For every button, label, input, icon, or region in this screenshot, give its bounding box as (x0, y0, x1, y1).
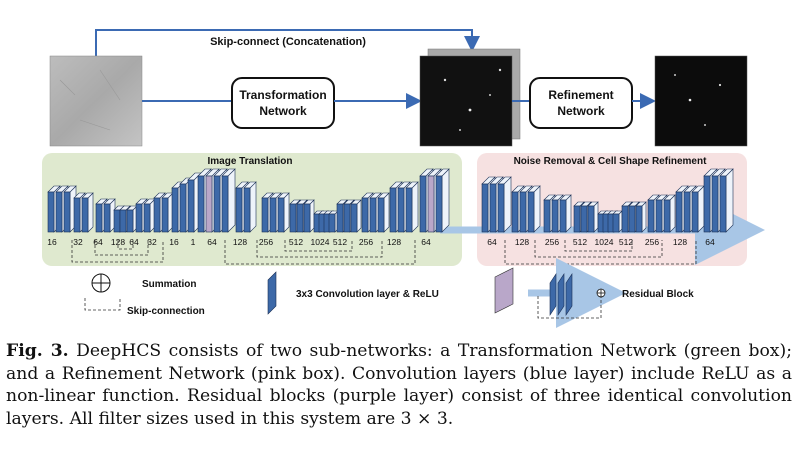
conv-layer (612, 210, 623, 233)
refinement-channel-labels: 64 128 256 512 1024 512 256 128 64 (487, 237, 715, 247)
conv-layer (405, 181, 419, 233)
residual-skip-line (537, 296, 602, 319)
conv-layer (126, 205, 138, 233)
channel-label: 128 (673, 237, 687, 247)
channel-label: 128 (233, 237, 247, 247)
conv-layer (527, 185, 541, 233)
channel-label: 64 (421, 237, 431, 247)
conv-layer (328, 210, 339, 233)
refinement-network-box (529, 77, 633, 129)
legend-skip-connection: Skip-connection (127, 306, 205, 317)
conv-layer (81, 192, 94, 233)
transformation-network-label-2: Network (259, 104, 307, 118)
conv-layer (497, 176, 512, 233)
channel-label: 512 (573, 237, 587, 247)
channel-label: 256 (259, 237, 273, 247)
conv-layer (587, 201, 599, 233)
channel-label: 256 (545, 237, 559, 247)
skip-connect-label: Skip-connect (Concatenation) (210, 36, 366, 48)
conv-layer (103, 198, 116, 233)
skip-connect-arrow (95, 29, 480, 57)
channel-label: 1 (191, 237, 196, 247)
input-image (49, 55, 143, 147)
legend-summation: Summation (142, 279, 196, 290)
channel-label: 64 (705, 237, 715, 247)
network-diagram: Skip-connect (Concatenation) Transformat… (42, 29, 765, 328)
noise-removal-box (477, 153, 747, 266)
conv-layer (143, 198, 156, 233)
noise-removal-title: Noise Removal & Cell Shape Refinement (514, 156, 708, 167)
conv-layer-icon (267, 271, 277, 315)
conv-layer (559, 194, 572, 233)
transformation-network-box (231, 77, 335, 129)
channel-label: 128 (387, 237, 401, 247)
conv-layer (691, 185, 705, 233)
legend-residual-block: Residual Block (622, 289, 694, 300)
caption-text: DeepHCS consists of two sub-networks: a … (6, 341, 792, 429)
refinement-layers (481, 168, 734, 233)
channel-label: 256 (645, 237, 659, 247)
channel-label: 16 (47, 237, 57, 247)
channel-label: 1024 (595, 237, 614, 247)
conv-layer (635, 201, 647, 233)
channel-label: 256 (359, 237, 373, 247)
residual-layer-icon (494, 267, 514, 314)
channel-label: 512 (289, 237, 303, 247)
channel-label: 64 (129, 237, 139, 247)
conv-layer (221, 168, 236, 233)
conv-layer (350, 199, 362, 233)
conv-layer (303, 199, 315, 233)
caption-label: Fig. 3. (6, 341, 69, 361)
channel-label: 32 (147, 237, 157, 247)
channel-label: 64 (93, 237, 103, 247)
figure-caption: Fig. 3. DeepHCS consists of two sub-netw… (6, 340, 792, 430)
translation-layers (47, 168, 450, 233)
channel-label: 512 (333, 237, 347, 247)
residual-block-layers (549, 273, 573, 316)
channel-label: 128 (515, 237, 529, 247)
conv-layer (663, 194, 676, 233)
refinement-network-label-2: Network (557, 104, 605, 118)
channel-label: 32 (73, 237, 83, 247)
translation-skip-lines (71, 240, 416, 265)
conv-layer (277, 192, 290, 233)
translated-image (419, 55, 513, 147)
channel-label: 1024 (311, 237, 330, 247)
conv-layer (719, 168, 734, 233)
conv-layer (435, 168, 450, 233)
conv-layer (243, 181, 257, 233)
conv-layer (161, 192, 174, 233)
skip-connection-icon (84, 298, 121, 311)
legend-conv-layer: 3x3 Convolution layer & ReLU (296, 289, 439, 300)
transformation-network-label-1: Transformation (239, 88, 326, 102)
conv-layer (377, 192, 390, 233)
refinement-skip-lines (504, 240, 697, 265)
channel-label: 512 (619, 237, 633, 247)
output-image (654, 55, 748, 147)
refinement-network-label-1: Refinement (548, 88, 613, 102)
image-translation-title: Image Translation (207, 156, 292, 167)
channel-label: 64 (487, 237, 497, 247)
channel-label: 16 (169, 237, 179, 247)
channel-label: 64 (207, 237, 217, 247)
